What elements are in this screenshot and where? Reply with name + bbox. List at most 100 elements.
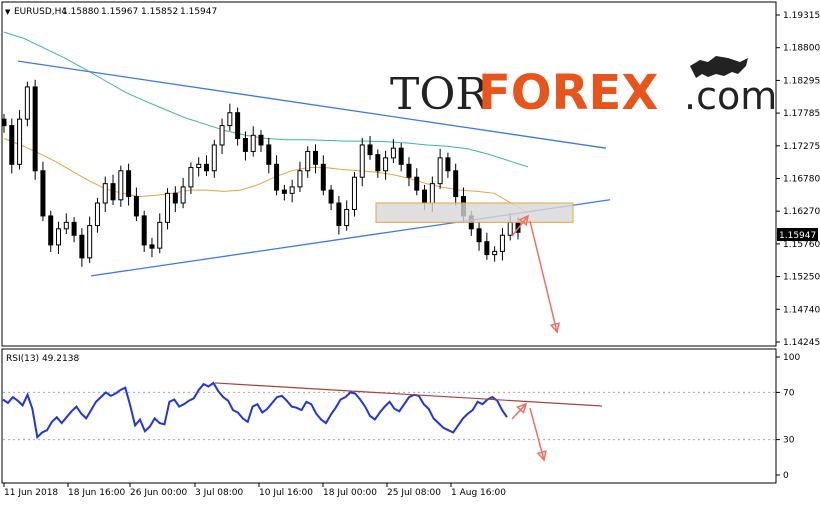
candle-body	[499, 234, 505, 252]
resistance-trendline	[17, 60, 607, 149]
candle-body	[258, 134, 264, 146]
time-axis: 11 Jun 2018 18 Jun 16:00 26 Jun 00:00 3 Jul…	[3, 483, 506, 498]
candle-body	[141, 215, 147, 246]
price-forecast-up-arrow-shaft	[511, 215, 529, 237]
candle-body	[157, 221, 163, 249]
price-tick-label: 1.18295	[783, 76, 820, 86]
time-tick-label: 1 Aug 16:00	[451, 488, 506, 498]
candle-body	[188, 167, 194, 188]
candle-body	[71, 221, 77, 236]
price-tick-label: 1.15250	[783, 273, 820, 283]
candle-body	[17, 118, 23, 165]
candle-body	[32, 86, 38, 172]
rsi-label: RSI(13) 49.2138	[6, 354, 79, 364]
rsi-panel	[1, 348, 777, 484]
candle-body	[118, 170, 124, 201]
candle-body	[429, 183, 435, 204]
rsi-tick-label: 0	[783, 471, 789, 481]
candle-body	[414, 176, 420, 191]
symbol-label: EURUSD,H4	[14, 7, 67, 17]
price-tick-label: 1.15760	[783, 240, 820, 250]
price-forecast-down-arrow-shaft	[529, 220, 558, 333]
candle-body	[40, 170, 46, 217]
bull-icon	[690, 56, 748, 78]
rsi-trendline	[214, 382, 603, 407]
candle-body	[79, 234, 85, 259]
current-price-badge	[777, 228, 818, 241]
candle-body	[484, 241, 490, 256]
candle-body	[250, 134, 256, 152]
candle-body	[227, 112, 233, 127]
candle-body	[398, 147, 404, 165]
candle-body	[351, 176, 357, 210]
rsi-forecast-up-arrow-shaft	[511, 403, 527, 420]
candle-body	[172, 192, 178, 204]
logo-tor-text: TOR	[390, 69, 490, 120]
resistance-zone	[375, 202, 574, 223]
candle-body	[281, 189, 287, 194]
candle-body	[507, 221, 513, 236]
symbol-dropdown-icon[interactable]: ▼	[5, 8, 11, 16]
candle-body	[437, 157, 443, 185]
price-series	[1, 31, 611, 334]
logo-forex-text: FOREX	[478, 65, 658, 121]
time-tick-label: 25 Jul 08:00	[387, 488, 441, 498]
candle-body	[196, 163, 202, 169]
candle-body	[102, 183, 108, 204]
current-price-label: 1.15947	[779, 231, 816, 241]
price-tick-label: 1.17275	[783, 142, 820, 152]
ohlc-close: 1.15947	[180, 7, 217, 17]
candle-body	[126, 170, 132, 198]
ma-slow-line	[3, 31, 529, 168]
candle-body	[266, 144, 272, 165]
rsi-line	[2, 381, 508, 440]
price-forecast-up-arrow-head	[518, 214, 530, 227]
time-tick-label: 11 Jun 2018	[4, 488, 58, 498]
candle-body	[390, 147, 396, 159]
candle-body	[445, 157, 451, 172]
ohlc-high: 1.15967	[101, 7, 138, 17]
rsi-tick-label: 30	[783, 436, 795, 446]
candle-body	[203, 163, 209, 172]
candle-body	[320, 163, 326, 191]
time-tick-label: 18 Jun 16:00	[68, 488, 125, 498]
time-tick-label: 3 Jul 08:00	[195, 488, 244, 498]
candle-body	[180, 186, 186, 204]
candle-body	[344, 208, 350, 227]
candle-body	[149, 244, 155, 249]
price-tick-label: 1.16270	[783, 207, 820, 217]
candle-body	[305, 150, 311, 172]
candle-body	[274, 163, 280, 191]
rsi-axis: 100 70 30 0	[3, 353, 800, 481]
candle-body	[476, 228, 482, 243]
candle-body	[367, 144, 373, 156]
candle-body	[422, 189, 428, 204]
ohlc-open: 1.15880	[62, 7, 99, 17]
candle-body	[375, 154, 381, 172]
ma-fast-line	[3, 138, 529, 214]
candle-body	[133, 196, 139, 217]
price-tick-label: 1.19315	[783, 11, 820, 21]
price-tick-label: 1.16780	[783, 175, 820, 185]
price-tick-label: 1.18800	[783, 44, 820, 54]
candle-body	[110, 183, 116, 201]
price-tick-label: 1.14245	[783, 338, 820, 348]
candle-body	[235, 112, 241, 140]
rsi-series	[2, 381, 603, 462]
candle-body	[9, 125, 15, 165]
candle-body	[453, 170, 459, 198]
price-axis: 1.19315 1.18800 1.18295 1.17785 1.17275 1.167…	[776, 11, 820, 348]
candle-body	[492, 250, 498, 256]
candle-body	[94, 202, 100, 227]
candle-body	[289, 186, 295, 194]
candle-body	[383, 157, 389, 172]
price-tick-label: 1.17785	[783, 109, 820, 119]
candle-body	[297, 170, 303, 188]
candle-body	[242, 138, 248, 152]
candle-body	[87, 225, 93, 259]
candle-body	[48, 215, 54, 246]
candle-body	[211, 144, 217, 172]
candle-body	[313, 150, 319, 165]
